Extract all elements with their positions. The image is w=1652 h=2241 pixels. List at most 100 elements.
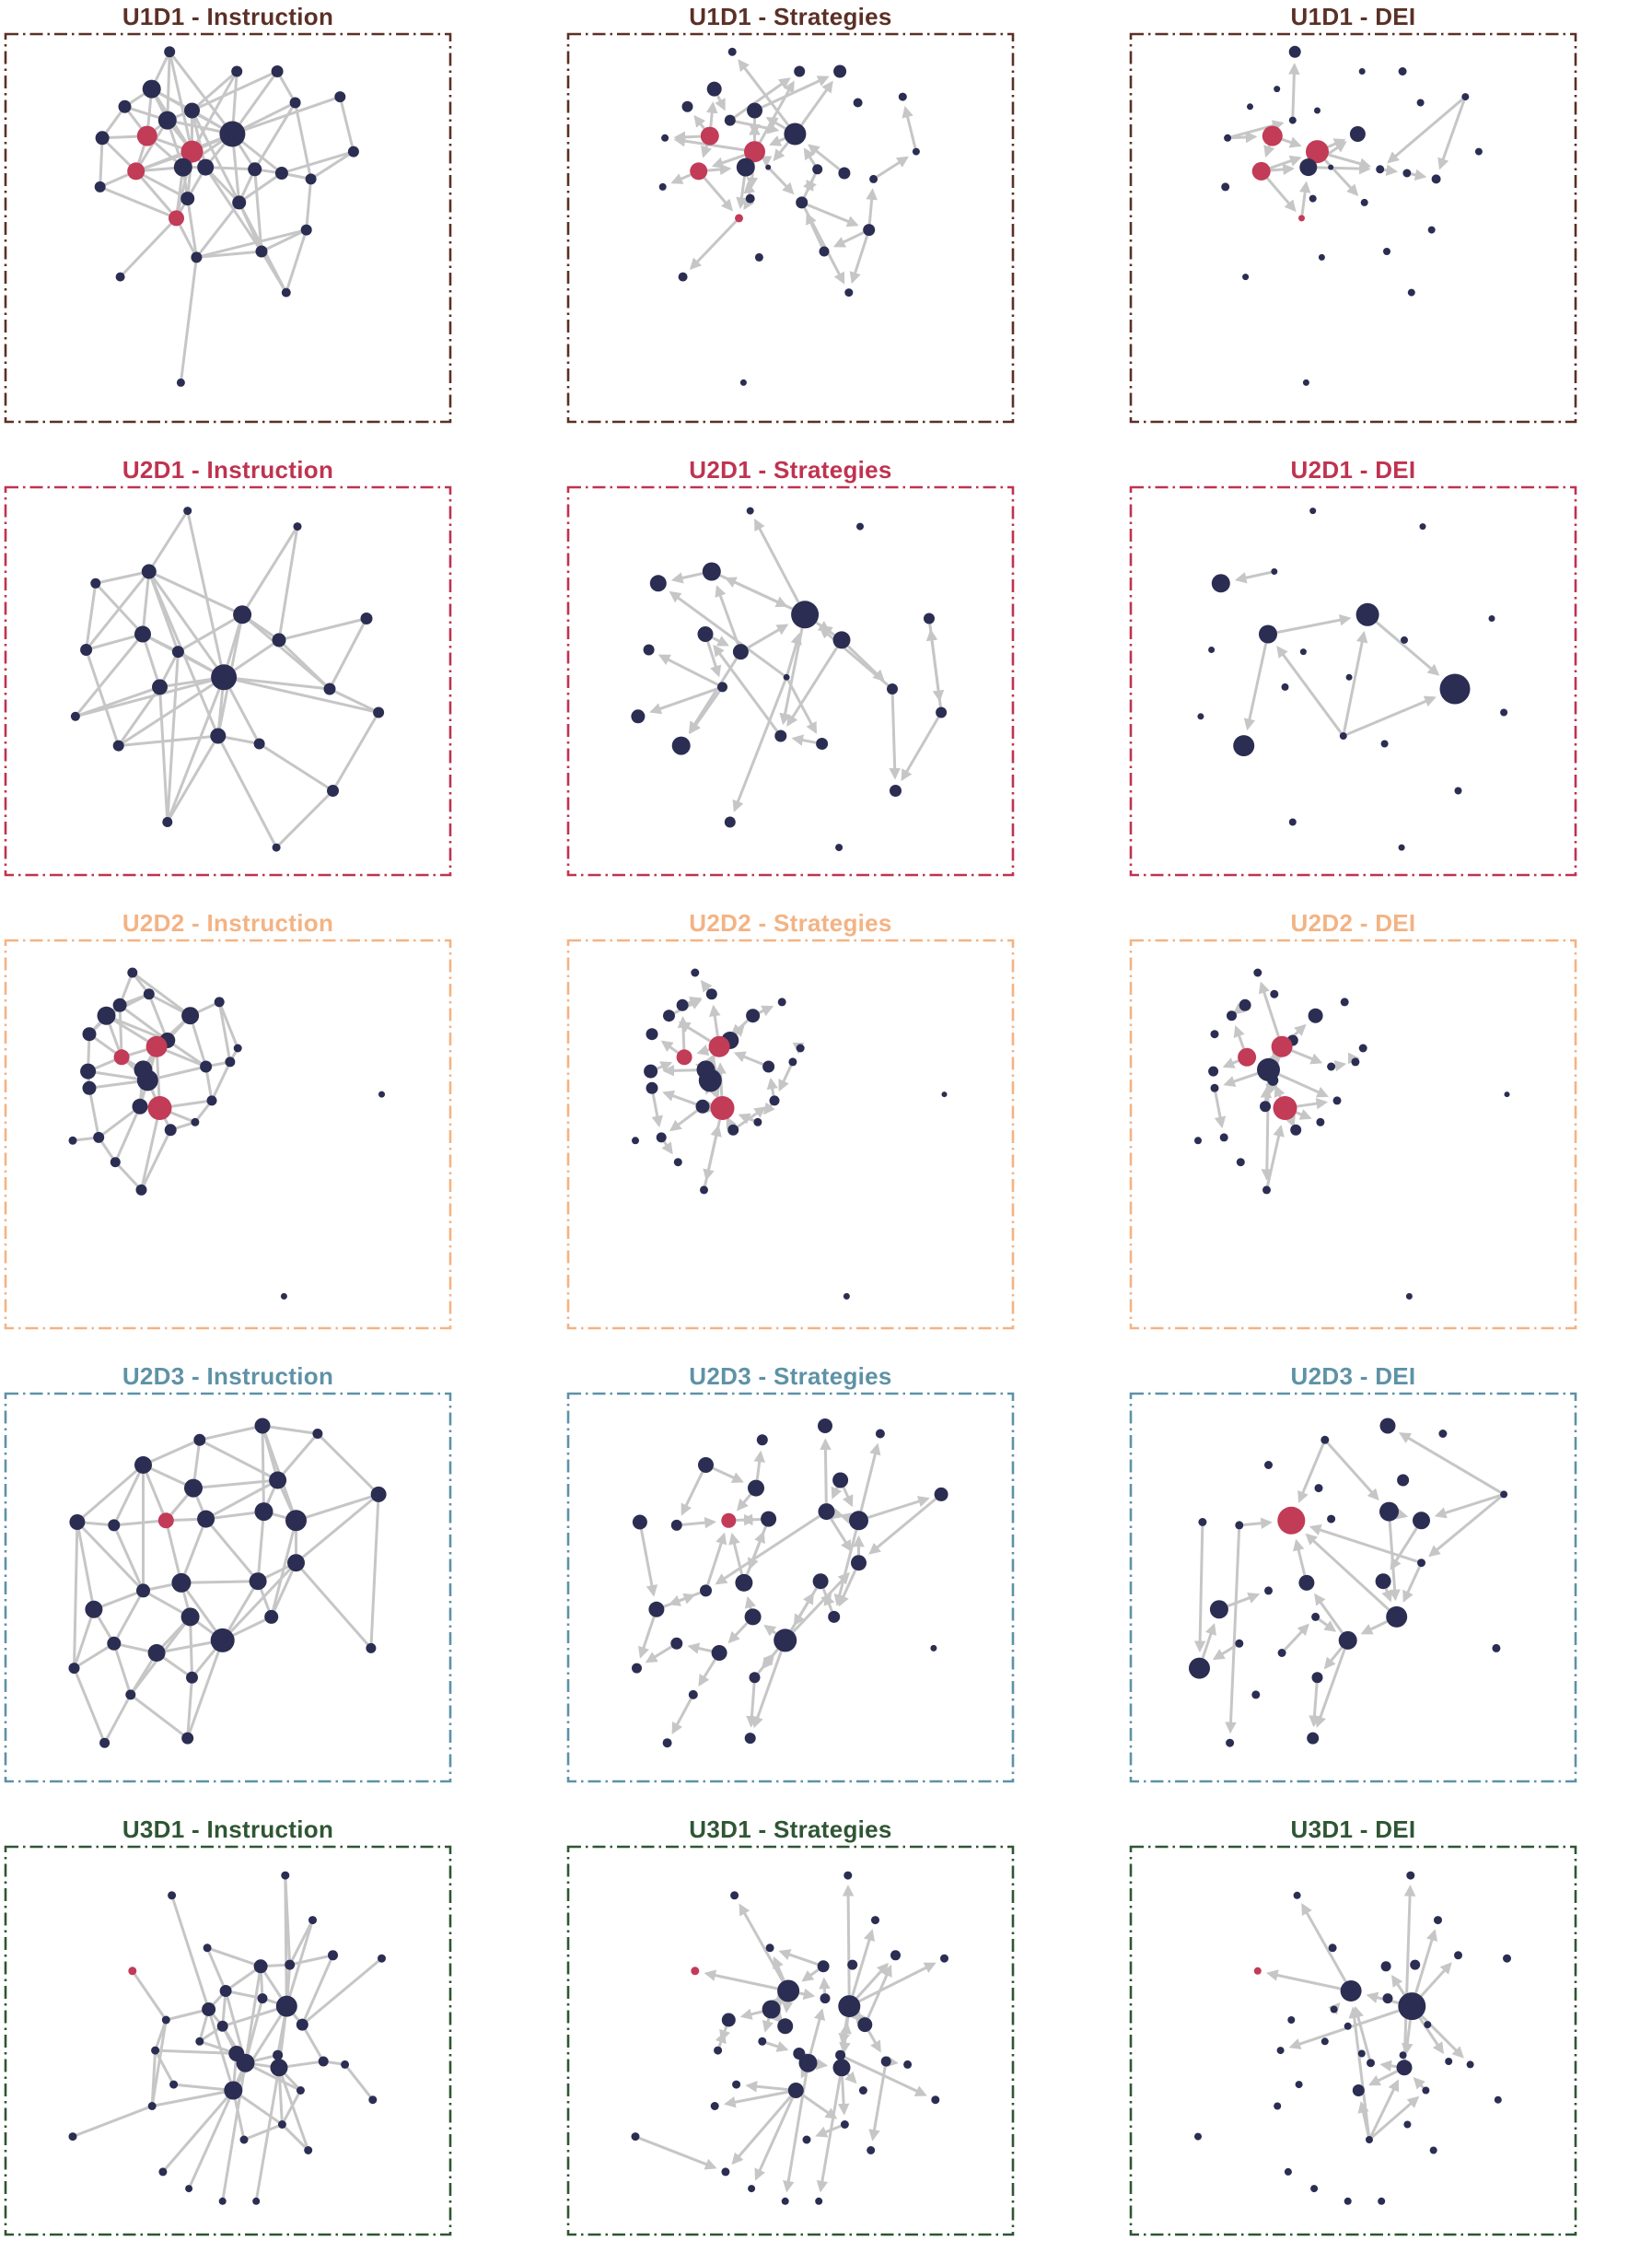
graph-node [1401, 636, 1408, 644]
graph-node [1309, 508, 1317, 515]
graph-edge [1402, 1885, 1416, 2060]
graph-edge [225, 1990, 263, 2001]
graph-edge [186, 1640, 225, 1739]
graph-node [727, 47, 737, 56]
graph-node [1235, 1521, 1244, 1530]
graph-node [1316, 1117, 1325, 1126]
graph-edge [715, 2031, 727, 2048]
graph-node [82, 1080, 97, 1095]
graph-node [781, 2197, 789, 2205]
graph-edge [277, 526, 299, 641]
graph-edge [803, 206, 845, 285]
graph-edge [150, 2050, 157, 2107]
graph-node [219, 121, 246, 147]
graph-node [1253, 968, 1262, 977]
graph-edge [154, 2049, 175, 2085]
graph-node [1302, 379, 1309, 386]
graph-edge [838, 2016, 851, 2046]
graph-edge [645, 1645, 673, 1663]
graph-node [724, 816, 736, 828]
graph-node-highlighted [169, 210, 184, 227]
graph-node [765, 1943, 774, 1953]
graph-node [1330, 2005, 1338, 2013]
graph-node [305, 173, 317, 185]
graph-edge [1269, 155, 1302, 170]
graph-edge [901, 716, 940, 782]
graph-node [631, 2132, 640, 2142]
graph-node [857, 2017, 873, 2033]
graph-node [1274, 86, 1281, 93]
graph-edge [657, 654, 719, 686]
graph-edge [698, 1658, 716, 1687]
graph-node [191, 1117, 200, 1126]
graph-node [1398, 844, 1405, 851]
graph-node [180, 1607, 200, 1627]
graph-node [281, 1871, 290, 1880]
graph-edge [800, 2065, 811, 2079]
graph-edge [240, 525, 299, 616]
graph-node [796, 1044, 805, 1053]
graph-node-highlighted [136, 125, 157, 146]
graph-node [661, 134, 669, 142]
graph-node [796, 196, 809, 209]
graph-edge [1297, 1442, 1325, 1503]
graph-node [378, 1091, 385, 1098]
graph-node [1474, 147, 1483, 156]
graph-node-highlighted [1253, 1967, 1262, 1975]
graph-edge [95, 570, 150, 585]
graph-node [1375, 1573, 1391, 1590]
graph-node [254, 1418, 271, 1434]
graph-edge [696, 1045, 710, 1056]
graph-edge [1434, 1494, 1501, 1519]
graph-node [1339, 732, 1347, 740]
graph-node [1295, 2081, 1303, 2089]
graph-node [832, 1472, 849, 1488]
graph-node [749, 1672, 761, 1684]
graph-node [840, 2120, 849, 2129]
graph-node [673, 1158, 682, 1167]
graph-edge [1288, 63, 1300, 117]
graph-edge [142, 1464, 194, 1489]
graph-edge [660, 1040, 680, 1055]
graph-node [756, 1434, 768, 1446]
graph-node [285, 1510, 307, 1532]
graph-node [863, 224, 876, 237]
graph-edge [1288, 2009, 1400, 2050]
graph-node [107, 1636, 122, 1651]
graph-node [1264, 1586, 1273, 1595]
graph-edge [671, 1698, 692, 1735]
graph-edge [254, 2067, 281, 2202]
graph-edge [1266, 177, 1297, 213]
graph-edge [858, 1962, 937, 2003]
graph-edge [819, 626, 890, 687]
panel-title: U2D1 - Instruction [122, 456, 334, 484]
graph-node [936, 706, 948, 718]
graph-node [853, 98, 863, 108]
graph-edge [1390, 1527, 1418, 1570]
graph-edge [1233, 1025, 1246, 1049]
graph-edge [851, 1929, 876, 1997]
panel-cell-u2d2-1: U2D2 - Strategies [566, 910, 1015, 1330]
graph-edge [837, 2076, 850, 2116]
graph-edge [173, 2083, 234, 2092]
graph-edge [300, 2024, 325, 2062]
graph-node [197, 1510, 215, 1528]
graph-edge [889, 694, 901, 780]
graph-node [856, 522, 864, 531]
graph-node-highlighted [710, 1096, 735, 1120]
graph-node [744, 1733, 756, 1745]
graph-node [1247, 103, 1253, 111]
graph-node [1419, 523, 1426, 531]
graph-edge [85, 583, 98, 650]
graph-node [1380, 1961, 1391, 1972]
graph-node [1310, 2185, 1319, 2193]
panel-cell-u3d1-2: U3D1 - DEI [1129, 1816, 1577, 2236]
graph-edge [278, 617, 367, 642]
graph-edge [868, 1497, 937, 1555]
graph-edge [842, 1885, 855, 1996]
graph-node [646, 1081, 658, 1094]
graph-edge [275, 70, 297, 104]
graph-node [794, 65, 806, 77]
graph-node [711, 1645, 727, 1661]
